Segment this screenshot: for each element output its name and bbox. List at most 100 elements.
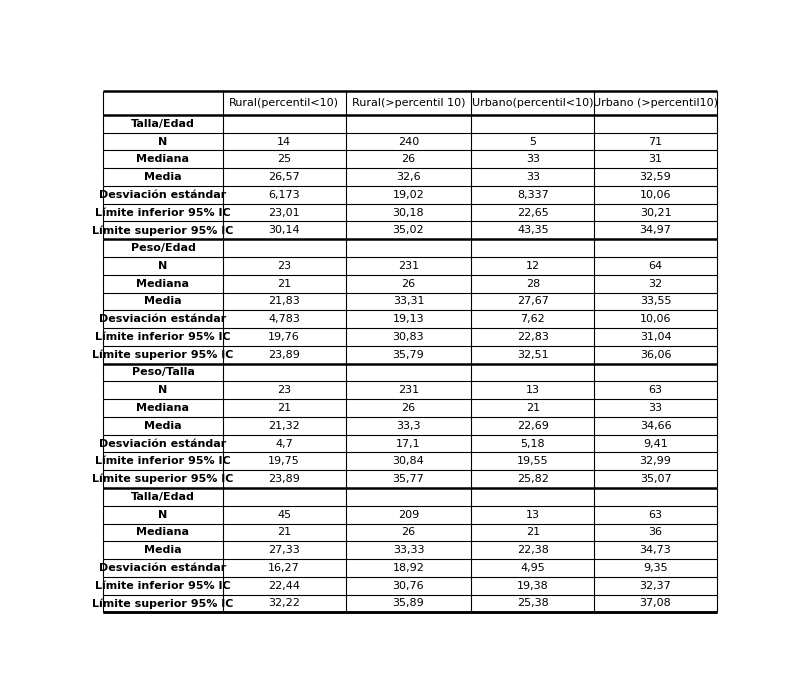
Text: 22,44: 22,44: [268, 580, 300, 591]
Text: 19,38: 19,38: [517, 580, 549, 591]
Text: 64: 64: [649, 261, 662, 271]
Text: 5: 5: [530, 137, 536, 146]
Text: 22,69: 22,69: [517, 421, 549, 430]
Text: Límite inferior 95% IC: Límite inferior 95% IC: [95, 332, 230, 342]
Text: Mediana: Mediana: [137, 527, 190, 538]
Text: Mediana: Mediana: [137, 403, 190, 413]
Text: 63: 63: [649, 386, 662, 395]
Text: 35,07: 35,07: [640, 474, 671, 484]
Text: 22,83: 22,83: [517, 332, 549, 342]
Text: Mediana: Mediana: [137, 278, 190, 289]
Text: 32: 32: [649, 278, 662, 289]
Text: Límite inferior 95% IC: Límite inferior 95% IC: [95, 456, 230, 466]
Text: 240: 240: [398, 137, 419, 146]
Text: Rural(percentil<10): Rural(percentil<10): [229, 98, 339, 108]
Text: 31: 31: [649, 154, 662, 164]
Text: 35,02: 35,02: [393, 225, 424, 236]
Text: 19,13: 19,13: [393, 314, 424, 324]
Text: 21,32: 21,32: [268, 421, 300, 430]
Text: Límite superior 95% IC: Límite superior 95% IC: [92, 598, 234, 609]
Text: Media: Media: [144, 545, 182, 555]
Text: 4,95: 4,95: [520, 563, 545, 573]
Text: 63: 63: [649, 510, 662, 520]
Text: 19,02: 19,02: [393, 190, 424, 200]
Text: 35,79: 35,79: [393, 350, 424, 360]
Text: 45: 45: [277, 510, 291, 520]
Text: Peso/Edad: Peso/Edad: [130, 243, 195, 253]
Text: 14: 14: [277, 137, 291, 146]
Text: 32,6: 32,6: [396, 172, 421, 182]
Text: 33: 33: [526, 154, 540, 164]
Text: 30,14: 30,14: [268, 225, 300, 236]
Text: 25,38: 25,38: [517, 598, 549, 609]
Text: 12: 12: [526, 261, 540, 271]
Text: 209: 209: [398, 510, 419, 520]
Text: 22,38: 22,38: [517, 545, 549, 555]
Text: Límite inferior 95% IC: Límite inferior 95% IC: [95, 580, 230, 591]
Text: Desviación estándar: Desviación estándar: [99, 190, 226, 200]
Text: 30,83: 30,83: [393, 332, 424, 342]
Text: 18,92: 18,92: [393, 563, 425, 573]
Text: 36,06: 36,06: [640, 350, 671, 360]
Text: 23,01: 23,01: [268, 207, 300, 218]
Text: 30,76: 30,76: [393, 580, 424, 591]
Text: 4,7: 4,7: [275, 439, 293, 448]
Text: 33,55: 33,55: [640, 296, 671, 306]
Text: 21: 21: [277, 527, 291, 538]
Text: 9,41: 9,41: [643, 439, 668, 448]
Text: N: N: [158, 386, 167, 395]
Text: 71: 71: [649, 137, 662, 146]
Text: 32,99: 32,99: [639, 456, 671, 466]
Text: 19,76: 19,76: [268, 332, 300, 342]
Text: N: N: [158, 137, 167, 146]
Text: 30,21: 30,21: [640, 207, 671, 218]
Text: 21: 21: [277, 403, 291, 413]
Text: 8,337: 8,337: [517, 190, 549, 200]
Text: Límite superior 95% IC: Límite superior 95% IC: [92, 225, 234, 236]
Text: 26: 26: [402, 278, 415, 289]
Text: 30,84: 30,84: [393, 456, 424, 466]
Text: Talla/Edad: Talla/Edad: [131, 492, 195, 502]
Text: Urbano (>percentil10): Urbano (>percentil10): [593, 98, 718, 108]
Text: 23,89: 23,89: [268, 350, 300, 360]
Text: 9,35: 9,35: [643, 563, 668, 573]
Text: 35,89: 35,89: [393, 598, 424, 609]
Text: 10,06: 10,06: [640, 314, 671, 324]
Text: Media: Media: [144, 421, 182, 430]
Text: 231: 231: [398, 386, 419, 395]
Text: 31,04: 31,04: [640, 332, 671, 342]
Text: 32,22: 32,22: [268, 598, 300, 609]
Text: 19,55: 19,55: [517, 456, 549, 466]
Text: 33,31: 33,31: [393, 296, 424, 306]
Text: 26: 26: [402, 403, 415, 413]
Text: Mediana: Mediana: [137, 154, 190, 164]
Text: 34,66: 34,66: [640, 421, 671, 430]
Text: 37,08: 37,08: [640, 598, 671, 609]
Text: 21: 21: [526, 527, 540, 538]
Text: 23,89: 23,89: [268, 474, 300, 484]
Text: 28: 28: [526, 278, 540, 289]
Text: 4,783: 4,783: [268, 314, 300, 324]
Text: Desviación estándar: Desviación estándar: [99, 439, 226, 448]
Text: 21: 21: [526, 403, 540, 413]
Text: N: N: [158, 510, 167, 520]
Text: 32,37: 32,37: [640, 580, 671, 591]
Text: Desviación estándar: Desviación estándar: [99, 563, 226, 573]
Text: 36: 36: [649, 527, 662, 538]
Text: 33: 33: [526, 172, 540, 182]
Text: 17,1: 17,1: [396, 439, 421, 448]
Text: Talla/Edad: Talla/Edad: [131, 119, 195, 129]
Text: 33,3: 33,3: [396, 421, 421, 430]
Text: Límite superior 95% IC: Límite superior 95% IC: [92, 474, 234, 484]
Text: Rural(>percentil 10): Rural(>percentil 10): [352, 98, 466, 108]
Text: Límite superior 95% IC: Límite superior 95% IC: [92, 350, 234, 360]
Text: Urbano(percentil<10): Urbano(percentil<10): [472, 98, 594, 108]
Text: 30,18: 30,18: [393, 207, 424, 218]
Text: 10,06: 10,06: [640, 190, 671, 200]
Text: 5,18: 5,18: [521, 439, 545, 448]
Text: 35,77: 35,77: [393, 474, 424, 484]
Text: 231: 231: [398, 261, 419, 271]
Text: 26: 26: [402, 527, 415, 538]
Text: 23: 23: [277, 386, 291, 395]
Text: 25,82: 25,82: [517, 474, 549, 484]
